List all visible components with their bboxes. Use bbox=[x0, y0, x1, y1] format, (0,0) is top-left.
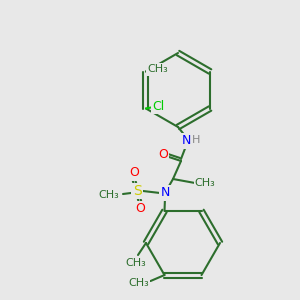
Text: N: N bbox=[181, 134, 191, 148]
Text: O: O bbox=[135, 202, 145, 215]
Text: Cl: Cl bbox=[152, 100, 164, 113]
Text: O: O bbox=[129, 167, 139, 179]
Text: CH₃: CH₃ bbox=[99, 190, 119, 200]
Text: S: S bbox=[133, 184, 141, 198]
Text: H: H bbox=[192, 135, 200, 145]
Text: CH₃: CH₃ bbox=[128, 278, 149, 288]
Text: N: N bbox=[160, 187, 170, 200]
Text: CH₃: CH₃ bbox=[195, 178, 215, 188]
Text: CH₃: CH₃ bbox=[148, 64, 168, 74]
Text: CH₃: CH₃ bbox=[126, 258, 146, 268]
Text: O: O bbox=[158, 148, 168, 161]
